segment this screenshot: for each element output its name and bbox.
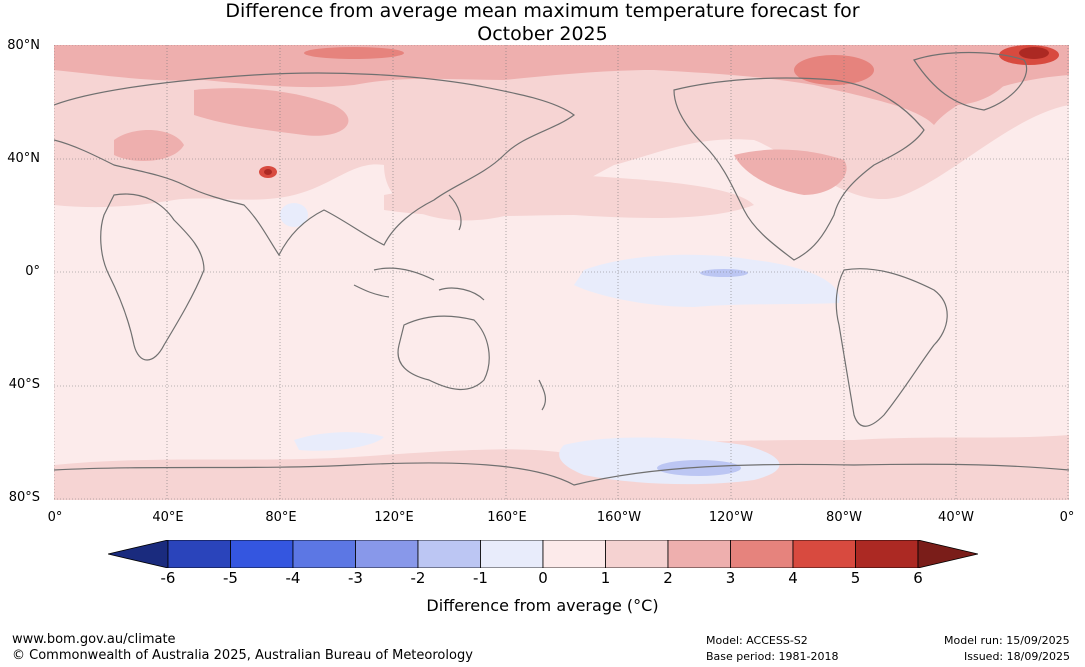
colorbar-segment — [855, 539, 919, 569]
colorbar-segment — [480, 539, 544, 569]
colorbar-tick-label: 3 — [725, 569, 736, 587]
map-svg — [53, 44, 1070, 500]
anomaly-region-north-1-2 — [54, 45, 1069, 221]
coastline-north-america — [673, 77, 925, 261]
lon-label-120w: 120°W — [708, 510, 754, 525]
lat-label-80s: 80°S — [8, 490, 40, 505]
coastline-greenland — [913, 51, 1028, 111]
lat-label-40n: 40°N — [7, 151, 40, 166]
anomaly-region-indian-cool — [294, 432, 384, 451]
colorbar-tick-label: 4 — [788, 569, 798, 587]
anomaly-region-south-1-2 — [54, 435, 1069, 500]
coastlines — [53, 51, 1070, 486]
lon-label-40e: 40°E — [152, 510, 184, 525]
coastline-australia — [397, 315, 490, 391]
colorbar-title: Difference from average (°C) — [426, 596, 659, 615]
title-line-2: October 2025 — [477, 23, 608, 45]
colorbar-segment — [542, 539, 606, 569]
footer-copyright: © Commonwealth of Australia 2025, Austra… — [12, 648, 473, 663]
colorbar-extend-low — [107, 539, 169, 569]
lon-label-0: 0° — [47, 510, 63, 525]
colorbar-segment — [605, 539, 669, 569]
anomaly-region-india-cool — [280, 203, 308, 227]
coastline-africa — [100, 193, 205, 361]
coastline-south-america — [835, 268, 948, 427]
colorbar-tick-label: 0 — [538, 569, 548, 587]
anomaly-region-greenland-2-3 — [904, 56, 1014, 105]
lat-label-80n: 80°N — [7, 38, 40, 53]
lon-label-40w: 40°W — [938, 510, 974, 525]
colorbar-tick-label: -3 — [348, 569, 363, 587]
colorbar-svg — [107, 539, 979, 569]
colorbar-tick-label: -5 — [223, 569, 238, 587]
title-line-1: Difference from average mean maximum tem… — [225, 0, 860, 22]
colorbar-tick-label: 6 — [913, 569, 923, 587]
colorbar-extend-high — [917, 539, 979, 569]
colorbar-segment — [167, 539, 231, 569]
colorbar-tick-label: -6 — [160, 569, 176, 587]
colorbar-segment — [292, 539, 356, 569]
coastline-new-zealand — [538, 379, 547, 411]
anomaly-region-asia-2-3 — [194, 88, 349, 136]
footer-model-run: Model run: 15/09/2025 — [944, 634, 1070, 647]
colorbar-tick-label: -4 — [285, 569, 301, 587]
colorbar-segment — [355, 539, 419, 569]
anomaly-hotspot-himalaya-core — [264, 169, 272, 175]
colorbar-tick-label: 2 — [663, 569, 673, 587]
colorbar-tick-label: -2 — [410, 569, 426, 587]
anomaly-region-pacific-cool — [574, 254, 840, 307]
colorbar — [107, 539, 979, 569]
colorbar-segment — [730, 539, 794, 569]
colorbar-segment — [792, 539, 856, 569]
colorbar-segment — [230, 539, 294, 569]
anomaly-hotspot-greenland-5-6 — [1019, 47, 1049, 59]
coastline-japan — [448, 194, 462, 231]
lat-label-0: 0° — [25, 264, 40, 279]
anomaly-region-namerica-2-3 — [734, 149, 847, 195]
colorbar-segment — [667, 539, 731, 569]
colorbar-tick-label: 1 — [600, 569, 611, 587]
colorbar-tick-label: 5 — [850, 569, 861, 587]
lon-label-80e: 80°E — [265, 510, 297, 525]
lon-label-120e: 120°E — [374, 510, 414, 525]
footer-base-period: Base period: 1981-2018 — [706, 650, 839, 663]
map-title: Difference from average mean maximum tem… — [0, 0, 1085, 46]
lon-label-0-east: 0° — [1059, 510, 1075, 525]
coastline-maritime-se-asia — [353, 267, 485, 301]
forecast-map — [53, 44, 1070, 500]
colorbar-segment — [417, 539, 481, 569]
colorbar-tick-label: -1 — [473, 569, 488, 587]
lat-label-40s: 40°S — [8, 377, 40, 392]
footer-website: www.bom.gov.au/climate — [12, 632, 176, 647]
coastline-eurasia — [53, 72, 576, 257]
anomaly-hotspot-arctic-3-4 — [304, 47, 404, 59]
lon-label-160e: 160°E — [487, 510, 527, 525]
anomaly-region-pacific-cool-core — [700, 269, 748, 277]
footer-issued: Issued: 18/09/2025 — [964, 650, 1071, 663]
graticule — [53, 44, 1069, 500]
anomaly-region-southern-cool-core — [657, 460, 741, 476]
footer-model: Model: ACCESS-S2 — [706, 634, 808, 647]
lon-label-80w: 80°W — [826, 510, 862, 525]
anomaly-region-pacific-1-2 — [384, 175, 754, 218]
anomaly-hotspot-canada-3-4 — [794, 55, 874, 85]
coastline-antarctica — [53, 462, 1070, 486]
anomaly-region-europe-2-3 — [114, 129, 184, 161]
lon-label-160w: 160°W — [596, 510, 642, 525]
